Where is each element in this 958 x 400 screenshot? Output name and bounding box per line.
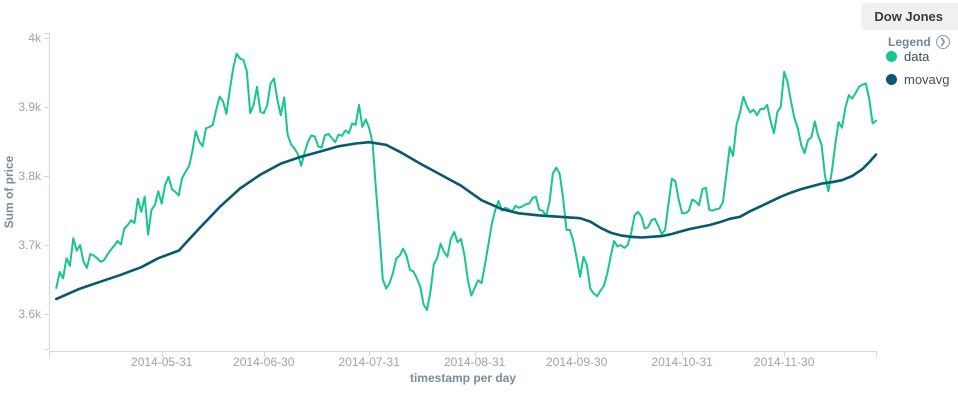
x-axis-tick-label: 2014-11-30: [754, 355, 815, 369]
y-axis-tick-label: 3.9k: [18, 100, 42, 114]
legend-swatch-icon: [886, 51, 897, 62]
y-axis-tick-label: 4k: [28, 31, 42, 45]
x-axis-title: timestamp per day: [410, 371, 516, 385]
x-axis-tick-label: 2014-05-31: [131, 355, 193, 369]
x-axis-tick-label: 2014-09-30: [546, 355, 608, 369]
legend-item-label: movavg: [904, 72, 950, 87]
legend-toggle[interactable]: Legend ❯: [888, 35, 950, 49]
y-axis-tick-label: 3.7k: [18, 238, 42, 252]
x-axis-tick-label: 2014-08-31: [444, 355, 506, 369]
y-axis-title: Sum of price: [2, 155, 16, 228]
series-line-data[interactable]: [55, 52, 877, 311]
x-axis-tick-label: 2014-07-31: [339, 355, 401, 369]
legend-item-data[interactable]: data: [886, 45, 950, 68]
x-axis-line: [49, 351, 877, 358]
series-line-movavg[interactable]: [54, 140, 878, 301]
legend-items: data movavg: [886, 45, 950, 91]
y-axis-tick-label: 3.6k: [18, 307, 42, 321]
legend-header-label: Legend: [888, 35, 931, 49]
y-axis-tick-label: 3.8k: [18, 169, 42, 183]
legend-item-label: data: [904, 49, 930, 64]
x-axis-tick-label: 2014-06-30: [233, 355, 295, 369]
x-axis-tick-label: 2014-10-31: [651, 355, 713, 369]
y-axis-line: [44, 33, 50, 350]
legend-swatch-icon: [886, 74, 897, 85]
axes: [44, 33, 877, 358]
chart-title: Dow Jones: [861, 3, 958, 30]
chevron-circle-icon: ❯: [935, 35, 950, 49]
legend-item-movavg[interactable]: movavg: [886, 68, 950, 91]
